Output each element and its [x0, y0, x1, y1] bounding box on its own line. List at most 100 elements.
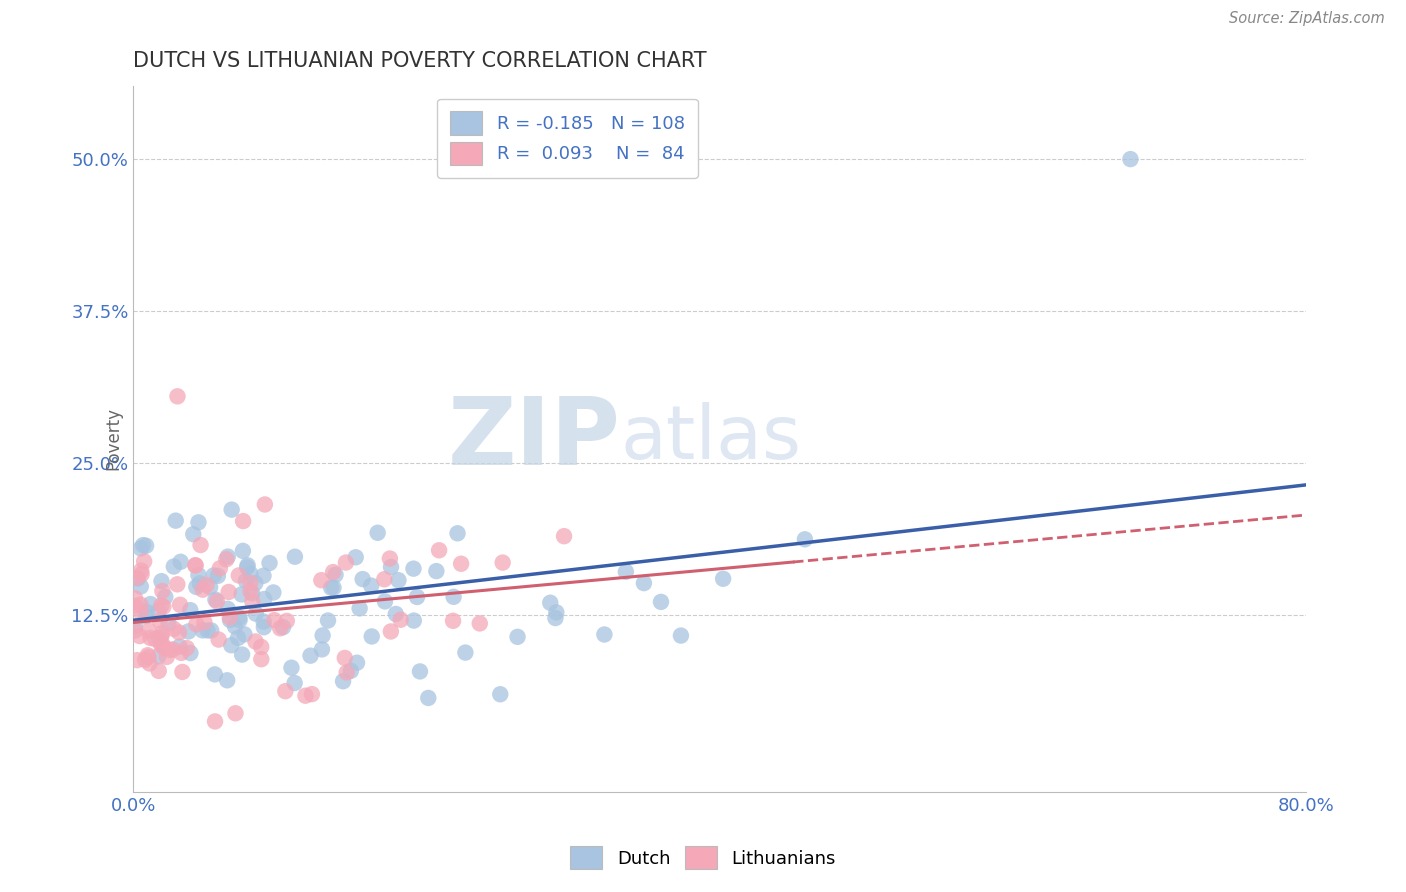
Point: [150, 599, 173, 613]
Point: [134, 554, 156, 568]
Point: [218, 610, 240, 624]
Point: [253, 615, 276, 629]
Point: [150, 626, 173, 640]
Point: [441, 614, 464, 628]
Point: [316, 614, 339, 628]
Point: [489, 687, 512, 701]
Point: [228, 610, 250, 624]
Point: [208, 561, 231, 575]
Point: [299, 648, 322, 663]
Point: [380, 624, 402, 639]
Point: [352, 572, 374, 586]
Point: [124, 619, 146, 633]
Point: [231, 587, 253, 601]
Point: [450, 557, 472, 571]
Point: [155, 590, 177, 604]
Point: [221, 502, 243, 516]
Point: [367, 525, 389, 540]
Point: [129, 541, 152, 556]
Point: [163, 622, 186, 636]
Point: [321, 581, 343, 595]
Point: [167, 625, 190, 640]
Text: DUTCH VS LITHUANIAN POVERTY CORRELATION CHART: DUTCH VS LITHUANIAN POVERTY CORRELATION …: [134, 51, 707, 70]
Point: [236, 558, 259, 573]
Point: [311, 628, 333, 642]
Point: [152, 584, 174, 599]
Point: [446, 526, 468, 541]
Point: [236, 560, 259, 574]
Point: [152, 599, 174, 614]
Point: [200, 624, 222, 638]
Point: [218, 585, 240, 599]
Point: [269, 621, 291, 635]
Point: [253, 592, 276, 607]
Point: [262, 585, 284, 599]
Point: [253, 620, 276, 634]
Point: [187, 568, 209, 582]
Point: [150, 629, 173, 643]
Point: [322, 581, 344, 595]
Point: [204, 667, 226, 681]
Point: [186, 617, 208, 632]
Point: [242, 594, 264, 608]
Point: [195, 578, 218, 592]
Point: [378, 551, 401, 566]
Point: [311, 642, 333, 657]
Point: [322, 565, 344, 579]
Legend: R = -0.185   N = 108, R =  0.093    N =  84: R = -0.185 N = 108, R = 0.093 N = 84: [437, 99, 697, 178]
Point: [614, 565, 637, 579]
Point: [131, 567, 153, 582]
Point: [245, 576, 267, 591]
Point: [233, 627, 256, 641]
Point: [425, 564, 447, 578]
Point: [138, 650, 160, 665]
Point: [311, 573, 333, 587]
Point: [204, 714, 226, 729]
Point: [152, 638, 174, 652]
Point: [333, 651, 356, 665]
Point: [157, 616, 180, 631]
Point: [191, 624, 214, 638]
Point: [139, 597, 162, 611]
Point: [198, 580, 221, 594]
Legend: Dutch, Lithuanians: Dutch, Lithuanians: [561, 838, 845, 879]
Point: [492, 556, 515, 570]
Point: [380, 560, 402, 574]
Point: [336, 665, 359, 680]
Point: [162, 642, 184, 657]
Point: [159, 643, 181, 657]
Point: [301, 687, 323, 701]
Point: [232, 544, 254, 558]
Y-axis label: Poverty: Poverty: [104, 408, 122, 470]
Point: [252, 568, 274, 582]
Point: [181, 527, 204, 541]
Text: atlas: atlas: [620, 402, 801, 475]
Point: [373, 572, 395, 586]
Point: [349, 601, 371, 615]
Point: [179, 603, 201, 617]
Point: [226, 631, 249, 645]
Point: [169, 598, 191, 612]
Point: [374, 594, 396, 608]
Point: [184, 558, 207, 573]
Point: [669, 629, 692, 643]
Point: [191, 582, 214, 597]
Point: [250, 652, 273, 666]
Point: [239, 576, 262, 591]
Point: [170, 646, 193, 660]
Point: [193, 615, 215, 630]
Point: [187, 516, 209, 530]
Point: [128, 629, 150, 643]
Point: [235, 574, 257, 588]
Point: [325, 567, 347, 582]
Point: [169, 640, 191, 654]
Point: [276, 614, 298, 628]
Point: [148, 664, 170, 678]
Point: [418, 690, 440, 705]
Point: [166, 577, 188, 591]
Point: [402, 614, 425, 628]
Point: [127, 572, 149, 586]
Point: [179, 646, 201, 660]
Point: [219, 638, 242, 652]
Point: [205, 594, 228, 608]
